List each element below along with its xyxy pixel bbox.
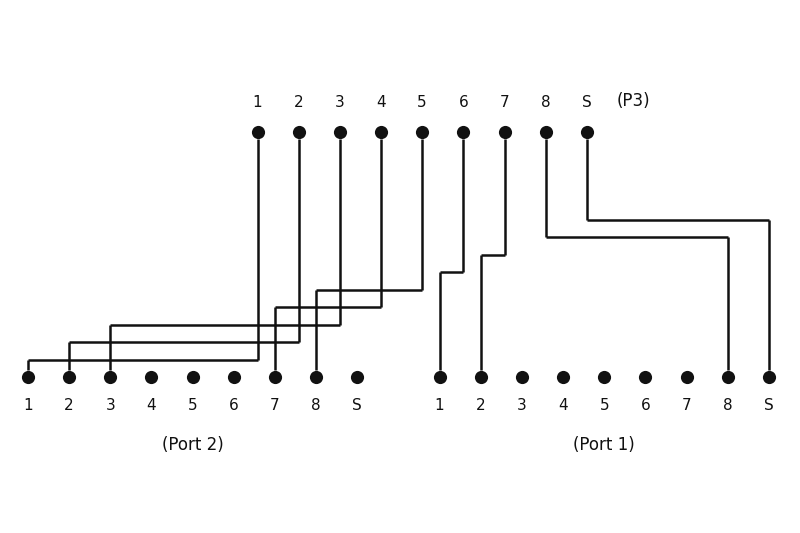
- Text: (P3): (P3): [617, 92, 650, 110]
- Point: [539, 128, 552, 136]
- Point: [374, 128, 387, 136]
- Point: [310, 373, 322, 382]
- Point: [639, 373, 652, 382]
- Text: S: S: [764, 398, 774, 413]
- Point: [269, 373, 282, 382]
- Point: [22, 373, 34, 382]
- Text: 6: 6: [458, 95, 468, 110]
- Text: 4: 4: [146, 398, 156, 413]
- Text: 1: 1: [253, 95, 262, 110]
- Point: [416, 128, 429, 136]
- Text: 2: 2: [476, 398, 486, 413]
- Text: 2: 2: [294, 95, 303, 110]
- Text: 2: 2: [64, 398, 74, 413]
- Text: 7: 7: [500, 95, 510, 110]
- Point: [227, 373, 240, 382]
- Text: (Port 1): (Port 1): [574, 435, 635, 454]
- Point: [498, 128, 511, 136]
- Point: [186, 373, 199, 382]
- Text: 8: 8: [723, 398, 733, 413]
- Text: S: S: [582, 95, 592, 110]
- Point: [762, 373, 775, 382]
- Point: [351, 373, 364, 382]
- Point: [474, 373, 487, 382]
- Text: 8: 8: [311, 398, 321, 413]
- Text: 6: 6: [641, 398, 650, 413]
- Text: 5: 5: [418, 95, 427, 110]
- Point: [62, 373, 75, 382]
- Point: [598, 373, 610, 382]
- Text: 5: 5: [599, 398, 609, 413]
- Point: [145, 373, 158, 382]
- Point: [251, 128, 264, 136]
- Point: [433, 373, 446, 382]
- Text: 7: 7: [682, 398, 691, 413]
- Text: 7: 7: [270, 398, 280, 413]
- Text: 8: 8: [541, 95, 550, 110]
- Point: [457, 128, 470, 136]
- Point: [581, 128, 594, 136]
- Point: [104, 373, 117, 382]
- Text: S: S: [352, 398, 362, 413]
- Point: [722, 373, 734, 382]
- Text: 5: 5: [188, 398, 198, 413]
- Point: [680, 373, 693, 382]
- Text: 6: 6: [229, 398, 238, 413]
- Text: (Port 2): (Port 2): [162, 435, 223, 454]
- Point: [515, 373, 528, 382]
- Text: 4: 4: [376, 95, 386, 110]
- Text: 3: 3: [106, 398, 115, 413]
- Text: 3: 3: [517, 398, 526, 413]
- Point: [334, 128, 346, 136]
- Text: 4: 4: [558, 398, 568, 413]
- Text: 1: 1: [434, 398, 444, 413]
- Point: [292, 128, 305, 136]
- Text: 1: 1: [23, 398, 33, 413]
- Text: 3: 3: [335, 95, 345, 110]
- Point: [557, 373, 570, 382]
